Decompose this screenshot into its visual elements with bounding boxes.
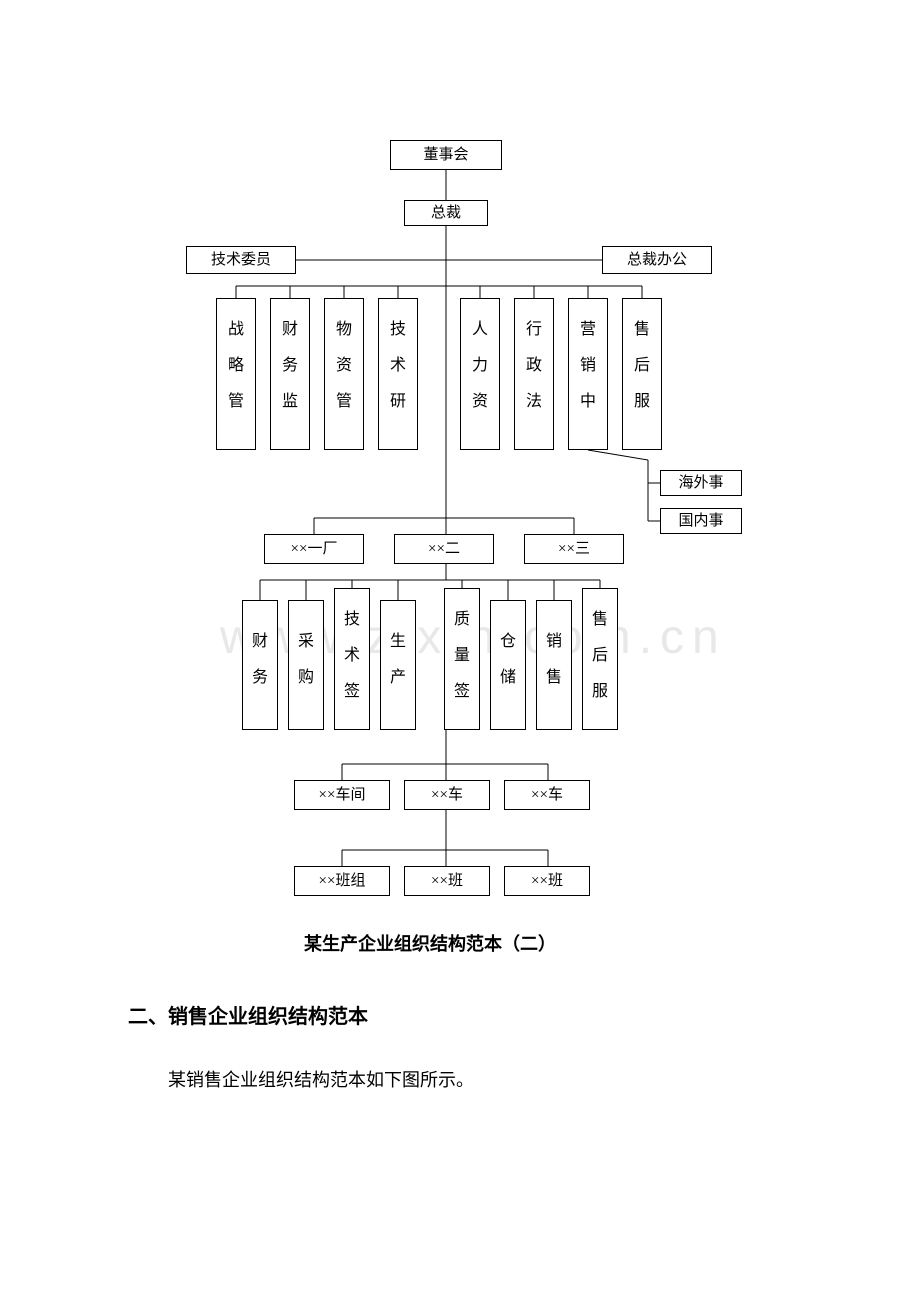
dept-strategy: 战 略 管 [216,298,256,450]
char: 财 [282,315,298,339]
node-team-2: ××班 [404,866,490,896]
dept-admin: 行 政 法 [514,298,554,450]
char: 质 [454,605,470,629]
dept-marketing: 营 销 中 [568,298,608,450]
node-workshop-1: ××车间 [294,780,390,810]
dept-finance: 财 务 监 [270,298,310,450]
char: 量 [454,641,470,665]
char: 资 [336,351,352,375]
node-factory-2: ××二 [394,534,494,564]
char: 人 [472,315,488,339]
dept-hr: 人 力 资 [460,298,500,450]
dept-materials: 物 资 管 [324,298,364,450]
char: 术 [344,641,360,665]
node-workshop-2: ××车 [404,780,490,810]
sub-sales: 销 售 [536,600,572,730]
node-president: 总裁 [404,200,488,226]
char: 签 [454,677,470,701]
node-team-1: ××班组 [294,866,390,896]
node-tech-committee: 技术委员 [186,246,296,274]
char: 管 [228,387,244,411]
char: 技 [390,315,406,339]
char: 销 [546,627,562,651]
char: 后 [592,641,608,665]
sub-tech: 技 术 签 [334,588,370,730]
node-team-3: ××班 [504,866,590,896]
sub-production: 生 产 [380,600,416,730]
node-factory-1: ××一厂 [264,534,364,564]
dept-tech: 技 术 研 [378,298,418,450]
char: 售 [592,605,608,629]
char: 生 [390,627,406,651]
sub-finance: 财 务 [242,600,278,730]
char: 研 [390,387,406,411]
sub-purchase: 采 购 [288,600,324,730]
char: 服 [592,677,608,701]
char: 监 [282,387,298,411]
char: 购 [298,663,314,687]
node-domestic: 国内事 [660,508,742,534]
char: 务 [282,351,298,375]
char: 行 [526,315,542,339]
char: 营 [580,315,596,339]
char: 中 [580,387,596,411]
char: 战 [228,315,244,339]
node-overseas: 海外事 [660,470,742,496]
char: 物 [336,315,352,339]
char: 采 [298,627,314,651]
char: 服 [634,387,650,411]
char: 政 [526,351,542,375]
node-workshop-3: ××车 [504,780,590,810]
char: 财 [252,627,268,651]
sub-warehouse: 仓 储 [490,600,526,730]
sub-aftersales: 售 后 服 [582,588,618,730]
page: www.zixin.com.cn [0,0,920,1302]
char: 产 [390,663,406,687]
char: 技 [344,605,360,629]
dept-aftersales: 售 后 服 [622,298,662,450]
char: 销 [580,351,596,375]
char: 力 [472,351,488,375]
node-president-office: 总裁办公 [602,246,712,274]
char: 略 [228,351,244,375]
char: 储 [500,663,516,687]
char: 售 [546,663,562,687]
char: 法 [526,387,542,411]
char: 资 [472,387,488,411]
char: 术 [390,351,406,375]
sub-quality: 质 量 签 [444,588,480,730]
char: 签 [344,677,360,701]
node-board: 董事会 [390,140,502,170]
node-factory-3: ××三 [524,534,624,564]
char: 务 [252,663,268,687]
char: 售 [634,315,650,339]
char: 管 [336,387,352,411]
char: 后 [634,351,650,375]
char: 仓 [500,627,516,651]
